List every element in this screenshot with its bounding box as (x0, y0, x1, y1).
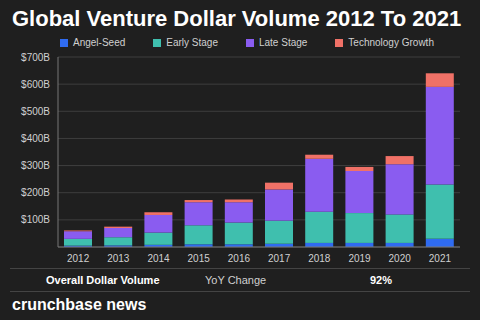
html-text:Global Venture Dollar Volume 2: Global Venture Dollar Volume 2012 To 202… (12, 6, 462, 31)
html-text:Early Stage: Early Stage (166, 37, 218, 48)
html-text:Overall Dollar Volume: Overall Dollar Volume (46, 274, 160, 286)
svg-text:$700B: $700B (21, 52, 50, 63)
html-text:92%: 92% (370, 274, 392, 286)
svg-text:$600B: $600B (21, 79, 50, 90)
html-text:YoY Change: YoY Change (205, 274, 267, 286)
svg-text:2012: 2012 (67, 253, 90, 264)
svg-text:$300B: $300B (21, 160, 50, 171)
svg-text:$500B: $500B (21, 106, 50, 117)
html-text:crunchbase news: crunchbase news (12, 296, 147, 313)
html-text:Angel-Seed: Angel-Seed (73, 37, 126, 48)
svg-text:2017: 2017 (268, 253, 291, 264)
svg-text:2013: 2013 (107, 253, 130, 264)
svg-text:$200B: $200B (21, 187, 50, 198)
svg-text:2020: 2020 (389, 253, 412, 264)
svg-text:$100B: $100B (21, 214, 50, 225)
svg-text:2018: 2018 (308, 253, 331, 264)
svg-text:2014: 2014 (147, 253, 170, 264)
svg-text:2021: 2021 (429, 253, 452, 264)
html-text:Late Stage: Late Stage (259, 37, 308, 48)
html-text:Technology Growth: Technology Growth (348, 37, 434, 48)
svg-text:2015: 2015 (188, 253, 211, 264)
svg-text:2016: 2016 (228, 253, 251, 264)
svg-text:$400B: $400B (21, 133, 50, 144)
svg-text:2019: 2019 (348, 253, 371, 264)
